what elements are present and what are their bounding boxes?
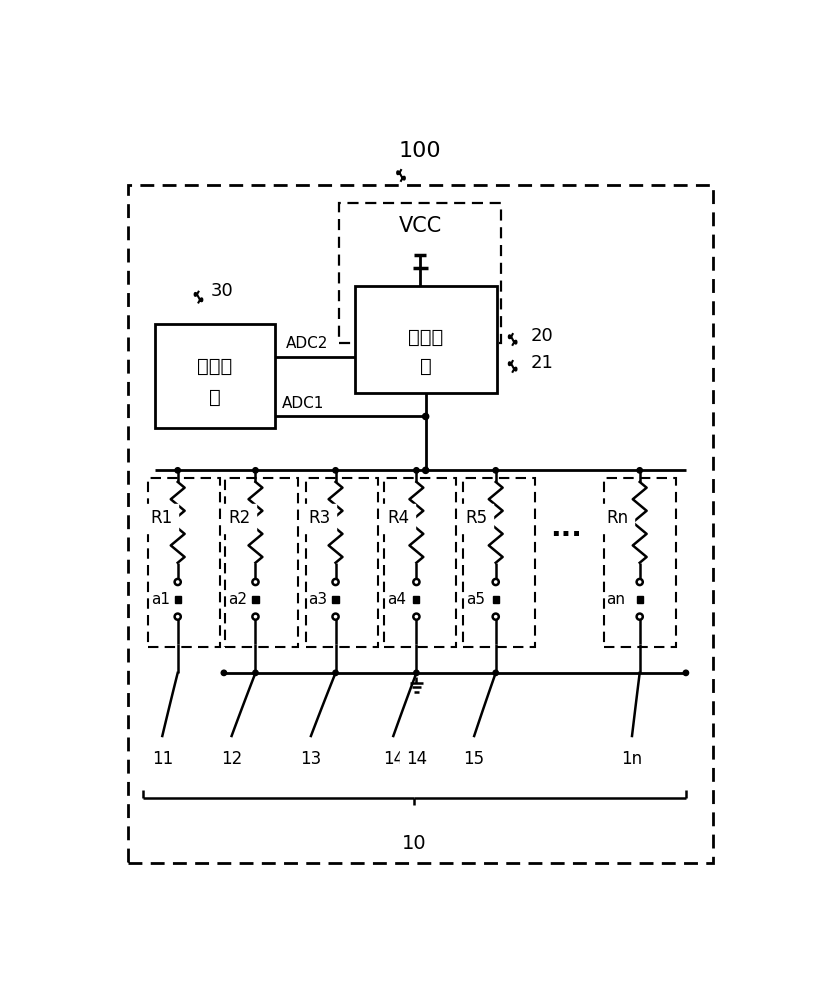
Circle shape [492,614,498,620]
Text: 21: 21 [530,354,553,372]
Bar [174,596,180,603]
Text: ADC2: ADC2 [285,336,328,351]
Text: a1: a1 [151,592,170,607]
Circle shape [682,670,688,676]
Circle shape [492,468,498,473]
Circle shape [252,614,258,620]
Text: R1: R1 [605,509,627,527]
Text: R4: R4 [605,509,627,527]
Text: R4: R4 [387,509,409,527]
Bar [636,596,642,603]
Text: 100: 100 [399,141,441,161]
Text: R5: R5 [605,509,627,527]
Text: 10: 10 [401,834,426,853]
Circle shape [422,413,428,420]
Text: 12: 12 [220,750,242,768]
Circle shape [492,670,498,676]
Circle shape [252,468,258,473]
Text: Rn: Rn [605,509,627,527]
Circle shape [252,670,258,676]
Circle shape [636,579,642,585]
Text: 30: 30 [210,282,233,300]
Text: 块: 块 [419,357,431,376]
Bar [492,596,498,603]
Text: 器: 器 [209,388,220,407]
Circle shape [332,579,338,585]
Text: a4: a4 [387,592,405,607]
Text: a3: a3 [308,592,328,607]
Circle shape [333,670,337,676]
Circle shape [636,468,641,473]
Text: 11: 11 [152,750,173,768]
Text: R2: R2 [605,509,627,527]
Circle shape [636,614,642,620]
Text: 20: 20 [530,327,553,345]
Circle shape [332,614,338,620]
Circle shape [252,579,258,585]
Circle shape [422,467,428,473]
Text: R1: R1 [151,509,173,527]
Text: ADC1: ADC1 [281,396,324,411]
Text: R3: R3 [308,509,330,527]
Text: 微处理: 微处理 [197,357,232,376]
Circle shape [492,579,498,585]
Circle shape [333,468,337,473]
Text: 13: 13 [300,750,321,768]
Circle shape [174,579,180,585]
Polygon shape [155,324,275,428]
Bar [252,596,258,603]
Bar [332,596,338,603]
Text: a5: a5 [465,592,484,607]
Text: Rn: Rn [606,509,628,527]
Text: a2: a2 [229,592,247,607]
Circle shape [413,579,419,585]
Circle shape [414,468,419,473]
Bar [413,596,419,603]
Circle shape [174,614,180,620]
Text: 1n: 1n [621,750,642,768]
Text: an: an [606,592,625,607]
Circle shape [174,468,180,473]
Circle shape [221,670,226,676]
Text: R5: R5 [465,509,487,527]
Text: 14: 14 [382,750,404,768]
Polygon shape [355,286,496,393]
Text: 14: 14 [405,750,427,768]
Circle shape [413,614,419,620]
Text: VCC: VCC [398,216,441,236]
Text: R2: R2 [229,509,251,527]
Circle shape [414,670,419,676]
Text: 15: 15 [463,750,484,768]
Text: R3: R3 [605,509,627,527]
Text: ...: ... [550,514,581,542]
Text: 分唸模: 分唸模 [408,328,443,347]
